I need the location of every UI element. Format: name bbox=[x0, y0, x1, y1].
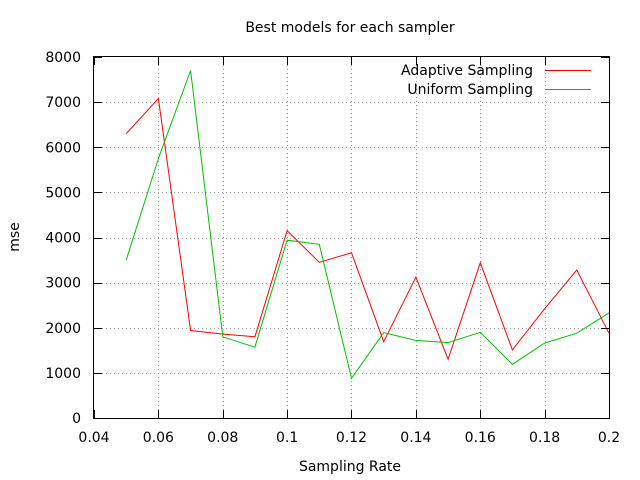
tick-label-layer: 0.04 0.06 0.08 0.1 0.12 0.14 0.16 0.18 0.2 0 1000 2… bbox=[45, 50, 620, 446]
y-tick-label: 3000 bbox=[45, 276, 81, 292]
series-layer bbox=[125, 70, 610, 380]
y-tick-label: 2000 bbox=[45, 321, 81, 337]
y-tick-label: 6000 bbox=[45, 140, 81, 156]
x-tick-label: 0.2 bbox=[598, 430, 620, 446]
chart-title: Best models for each sampler bbox=[245, 20, 455, 36]
x-tick-label: 0.14 bbox=[400, 430, 431, 446]
plot-frame bbox=[93, 56, 610, 419]
x-tick-label: 0.12 bbox=[336, 430, 367, 446]
y-axis-label: mse bbox=[7, 222, 23, 252]
x-tick-label: 0.1 bbox=[276, 430, 298, 446]
y-tick-label: 4000 bbox=[45, 231, 81, 247]
grid-layer bbox=[94, 57, 609, 418]
tick-layer bbox=[94, 57, 610, 419]
y-tick-label: 8000 bbox=[45, 50, 81, 66]
series-line-uniform bbox=[125, 70, 610, 380]
x-tick-label: 0.06 bbox=[143, 430, 174, 446]
legend-label-uniform: Uniform Sampling bbox=[407, 82, 533, 98]
y-tick-label: 7000 bbox=[45, 95, 81, 111]
x-tick-label: 0.18 bbox=[529, 430, 560, 446]
y-tick-label: 0 bbox=[72, 411, 81, 427]
y-tick-label: 5000 bbox=[45, 185, 81, 201]
legend-label-adaptive: Adaptive Sampling bbox=[401, 63, 533, 79]
series-line-adaptive bbox=[125, 97, 610, 361]
x-tick-label: 0.08 bbox=[207, 430, 238, 446]
x-tick-label: 0.04 bbox=[78, 430, 109, 446]
legend: Adaptive Sampling Uniform Sampling bbox=[401, 63, 591, 98]
x-tick-label: 0.16 bbox=[465, 430, 496, 446]
y-tick-label: 1000 bbox=[45, 366, 81, 382]
x-axis-label: Sampling Rate bbox=[299, 459, 401, 475]
